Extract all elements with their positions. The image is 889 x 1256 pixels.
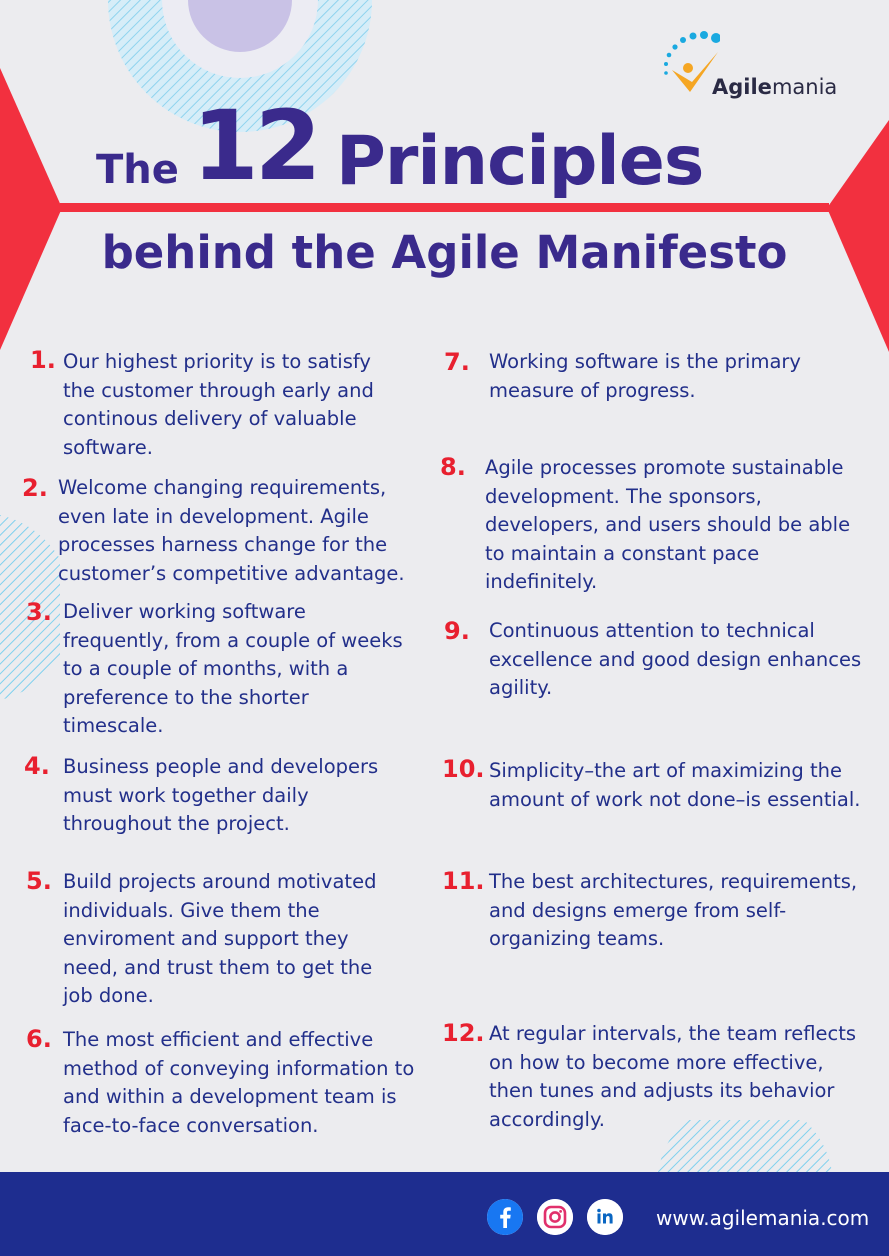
principle-number: 5. — [26, 867, 52, 895]
principle-text: The best architectures, requirements, an… — [489, 870, 858, 951]
brand-name-bold: Agile — [712, 75, 772, 99]
linkedin-link[interactable] — [587, 1199, 623, 1235]
principle-number: 4. — [24, 752, 50, 780]
dotted-arc-person-icon — [664, 31, 720, 92]
principle-text: Business people and developers must work… — [63, 755, 379, 836]
principle-number: 9. — [444, 617, 470, 645]
principle-text: Working software is the primary measure … — [489, 350, 801, 402]
principle-number: 1. — [30, 346, 56, 374]
principle-number: 12. — [442, 1019, 485, 1047]
page-subtitle: behind the Agile Manifesto — [101, 226, 788, 279]
brand-logo: Agilemania — [660, 30, 860, 110]
principle-text: Deliver working software frequently, fro… — [63, 600, 403, 738]
facebook-icon — [487, 1199, 523, 1235]
facebook-link[interactable] — [487, 1199, 523, 1235]
principle-text: Build projects around motivated individu… — [63, 870, 377, 1008]
title-word: Principles — [336, 122, 704, 201]
principle-text: Agile processes promote sustainable deve… — [485, 456, 851, 594]
title-number: 12 — [192, 90, 322, 202]
top-circle-decoration — [108, 0, 372, 132]
principle-number: 2. — [22, 474, 48, 502]
principle-number: 8. — [440, 453, 466, 481]
principle-text: Continuous attention to technical excell… — [489, 619, 862, 700]
principle-number: 3. — [26, 598, 52, 626]
brand-name: Agilemania — [712, 75, 837, 99]
footer-bar: www.agilemania.com — [0, 1172, 889, 1256]
principle-number: 6. — [26, 1025, 52, 1053]
principle-text: Welcome changing requirements, even late… — [58, 476, 405, 585]
principle-text: At regular intervals, the team reflects … — [489, 1022, 857, 1131]
principle-number: 7. — [444, 348, 470, 376]
website-url[interactable]: www.agilemania.com — [656, 1206, 870, 1230]
bottom-hatched-arc-decoration — [658, 1120, 832, 1172]
principle-text: Simplicity–the art of maximizing the amo… — [489, 759, 861, 811]
left-hatched-arc-decoration — [0, 515, 60, 700]
principle-text: The most efficient and effective method … — [63, 1028, 415, 1137]
instagram-link[interactable] — [537, 1199, 573, 1235]
page-title: The 12 Principles — [0, 90, 889, 202]
title-prefix: The — [96, 147, 179, 193]
instagram-icon — [537, 1199, 573, 1235]
brand-name-light: mania — [771, 75, 838, 99]
linkedin-icon — [587, 1199, 623, 1235]
principle-number: 11. — [442, 867, 485, 895]
principle-number: 10. — [442, 755, 485, 783]
principle-text: Our highest priority is to satisfy the c… — [63, 350, 374, 459]
red-banner-decoration — [0, 68, 889, 352]
